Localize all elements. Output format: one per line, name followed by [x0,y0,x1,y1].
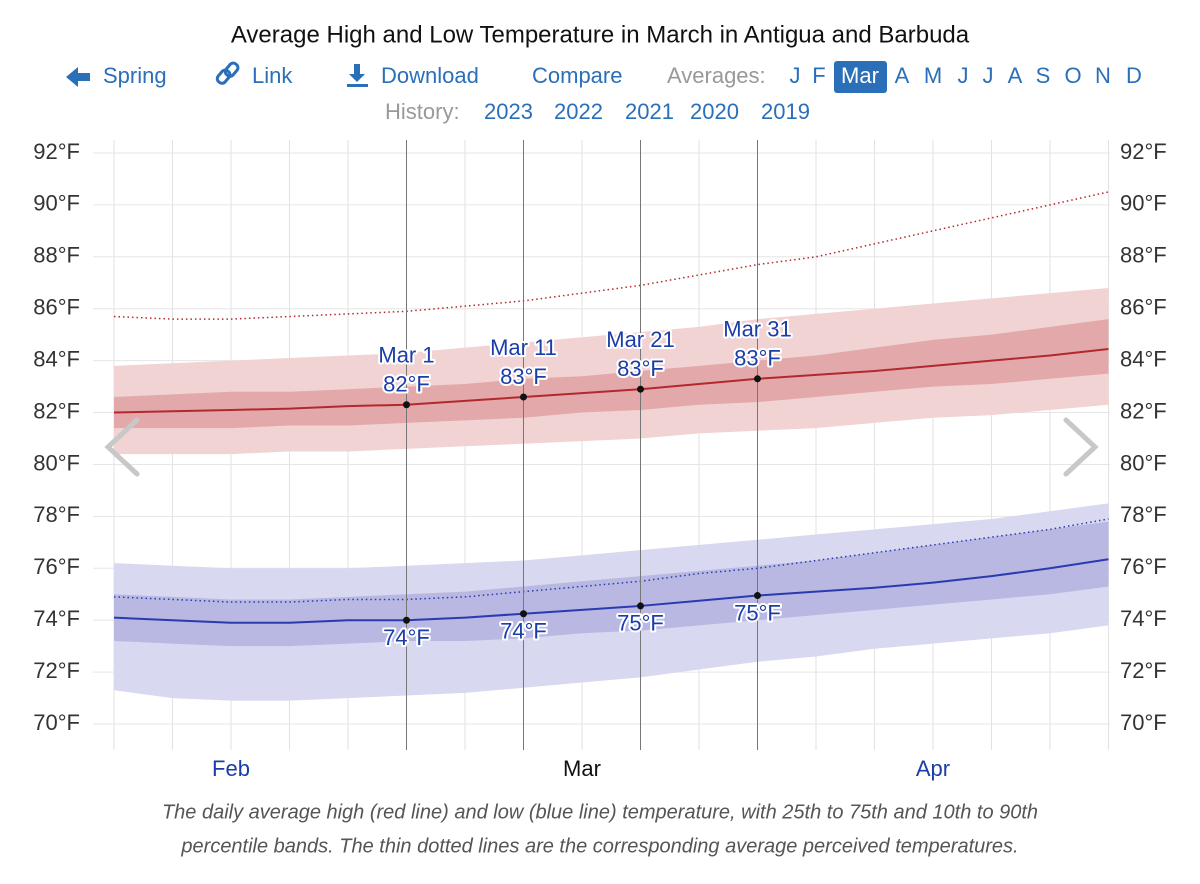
y-tick-label-right: 72°F [1120,658,1167,683]
value-label: 74°F [383,625,430,650]
y-tick-label-right: 86°F [1120,295,1167,320]
value-label: 83°F [734,346,781,371]
point [754,592,761,600]
point [754,375,761,383]
y-tick-label-right: 74°F [1120,606,1167,631]
history-label: History: [385,99,460,124]
month-link[interactable]: J [790,63,801,88]
month-link[interactable]: F [812,63,825,88]
year-link[interactable]: 2023 [484,99,533,124]
month-link[interactable]: J [958,63,969,88]
x-tick-label: Mar [563,756,601,781]
y-tick-label-left: 88°F [33,243,80,268]
y-tick-label-left: 78°F [33,502,80,527]
y-tick-label-left: 74°F [33,606,80,631]
perceived-line [113,191,1109,320]
date-label: Mar 31 [723,317,791,342]
month-link[interactable]: A [1008,63,1023,88]
month-link[interactable]: A [895,63,910,88]
chart-title: Average High and Low Temperature in Marc… [231,21,970,48]
caption: The daily average high (red line) and lo… [162,801,1038,823]
nav-link[interactable]: Compare [532,63,622,88]
x-tick-label: Apr [916,756,950,781]
y-tick-label-right: 84°F [1120,346,1167,371]
nav-link[interactable]: Link [252,63,293,88]
y-tick-label-left: 72°F [33,658,80,683]
point [520,610,527,618]
y-tick-label-left: 80°F [33,450,80,475]
year-link[interactable]: 2022 [554,99,603,124]
average-line [113,347,1109,414]
value-label: 74°F [500,619,547,644]
y-tick-label-left: 76°F [33,554,80,579]
y-tick-label-right: 92°F [1120,139,1167,164]
month-link[interactable]: N [1095,63,1111,88]
y-tick-label-right: 82°F [1120,398,1167,423]
value-label: 82°F [383,372,430,397]
y-tick-label-left: 70°F [33,710,80,735]
month-link[interactable]: D [1126,63,1142,88]
value-label: 75°F [617,611,664,636]
plot [93,140,1110,750]
date-label: Mar 11 [490,335,557,360]
y-tick-label-right: 80°F [1120,450,1167,475]
y-tick-label-right: 70°F [1120,710,1167,735]
prev-arrow[interactable] [104,417,140,477]
y-tick-label-left: 86°F [33,295,80,320]
nav-link[interactable]: Spring [103,63,167,88]
month-link[interactable]: J [983,63,994,88]
date-label: Mar 1 [378,343,434,368]
point [637,602,644,610]
average-line [113,558,1109,624]
active-month-box [834,61,887,93]
y-tick-label-right: 90°F [1120,191,1167,216]
year-link[interactable]: 2020 [690,99,739,124]
y-tick-label-left: 84°F [33,346,80,371]
month-link[interactable]: S [1036,63,1051,88]
point [403,616,410,624]
inner-band [114,319,1109,429]
year-link[interactable]: 2019 [761,99,810,124]
y-tick-label-left: 92°F [33,139,80,164]
x-tick-label: Feb [212,756,250,781]
link-icon[interactable] [215,61,240,85]
point [637,385,644,393]
spring-icon[interactable] [66,67,90,87]
y-tick-label-right: 88°F [1120,243,1167,268]
nav-link[interactable]: Download [381,63,479,88]
next-arrow[interactable] [1063,417,1099,477]
point [403,401,410,409]
date-label: Mar 21 [606,327,674,352]
month-link[interactable]: O [1064,63,1081,88]
y-tick-label-left: 90°F [33,191,80,216]
month-link[interactable]: M [924,63,942,88]
y-tick-label-right: 76°F [1120,554,1167,579]
averages-label: Averages: [667,63,766,88]
month-link[interactable]: Mar [841,63,879,88]
y-tick-label-right: 78°F [1120,502,1167,527]
value-label: 83°F [500,364,547,389]
year-link[interactable]: 2021 [625,99,674,124]
y-tick-label-left: 82°F [33,398,80,423]
value-label: 75°F [734,600,781,625]
download-icon[interactable] [347,64,368,87]
point [520,393,527,401]
value-label: 83°F [617,356,664,381]
caption: percentile bands. The thin dotted lines … [180,835,1018,857]
inner-band [114,521,1109,647]
